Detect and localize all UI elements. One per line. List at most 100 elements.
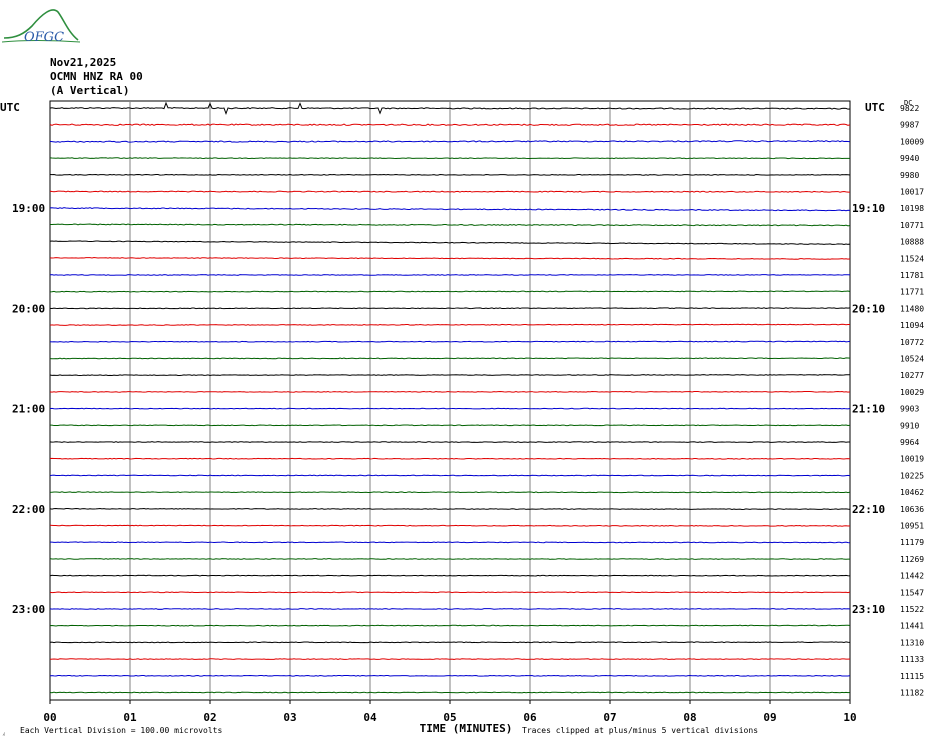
date-label: Nov21,2025 [50,56,117,69]
dc-value-label: 10009 [900,137,924,146]
x-tick-label: 04 [363,711,377,724]
seismic-trace [49,307,851,310]
dc-value-label: 9980 [900,171,919,180]
dc-header-label: DC [904,99,912,107]
seismic-trace [49,591,851,594]
right-time-label: 19:10 [852,202,885,215]
dc-value-label: 9903 [900,405,919,414]
dc-value-label: 11547 [900,588,924,597]
seismic-trace [49,674,851,677]
dc-value-label: 10225 [900,471,924,480]
dc-value-label: 11442 [900,572,924,581]
dc-value-label: 9940 [900,154,919,163]
seismic-trace [49,641,851,644]
seismic-trace [49,340,851,343]
dc-value-label: 9964 [900,438,919,447]
x-tick-label: 00 [43,711,56,724]
x-tick-label: 02 [203,711,216,724]
seismic-trace [49,374,850,377]
dc-value-label: 10772 [900,338,924,347]
dc-value-label: 11179 [900,538,924,547]
dc-value-label: 10029 [900,388,924,397]
x-tick-label: 07 [603,711,616,724]
x-axis-label: TIME (MINUTES) [420,722,513,735]
dc-value-label: 10951 [900,522,924,531]
dc-value-label: 11522 [900,605,924,614]
right-time-label: 22:10 [852,503,885,516]
seismic-trace [49,390,851,393]
seismic-trace [49,101,851,115]
hill-wave-logo-icon: OFGC [1,9,81,45]
seismic-trace [49,290,851,293]
dc-value-label: 10277 [900,371,924,380]
x-tick-label: 05 [443,711,456,724]
x-tick-label: 06 [523,711,537,724]
seismic-trace [50,424,851,427]
dc-value-label: 11524 [900,254,924,263]
seismic-trace [49,658,851,660]
seismic-trace [49,257,851,260]
right-time-label: 21:10 [852,403,885,416]
seismic-trace [49,407,851,410]
dc-value-label: 10198 [900,204,924,213]
dc-value-label: 11781 [900,271,924,280]
dc-value-label: 11269 [900,555,924,564]
right-time-label: 20:10 [852,302,885,315]
dc-value-label: 11133 [900,655,924,664]
seismic-trace [49,541,851,544]
seismic-trace [49,357,851,360]
dc-value-label: 10462 [900,488,924,497]
dc-value-label: 11441 [900,622,924,631]
dc-value-label: 10888 [900,238,924,247]
scale-marker-icon: ⁁ [2,728,5,736]
traces [49,101,851,694]
right-utc-label: UTC [865,101,885,114]
dc-value-label: 11771 [900,288,924,297]
dc-value-label: 9910 [900,421,919,430]
seismic-trace [49,274,851,276]
x-tick-label: 08 [683,711,696,724]
seismic-trace [49,491,851,494]
dc-value-label: 10771 [900,221,924,230]
x-tick-label: 09 [763,711,776,724]
dc-value-label: 10017 [900,188,924,197]
dc-value-label: 11480 [900,304,924,313]
dc-value-label: 10019 [900,455,924,464]
left-utc-label: UTC [0,101,20,114]
left-time-label: 19:00 [12,202,45,215]
left-time-label: 21:00 [12,403,45,416]
logo-text: OFGC [24,30,64,45]
x-tick-label: 10 [843,711,856,724]
station-label: OCMN HNZ RA 00 [50,70,143,83]
seismic-trace [49,207,851,212]
seismic-trace [49,507,851,510]
seismic-trace [49,223,851,227]
seismic-trace [49,558,851,560]
clip-note: Traces clipped at plus/minus 5 vertical … [522,726,758,735]
ofgc-logo: OFGC [1,4,82,50]
left-time-label: 23:00 [12,603,45,616]
dc-value-label: 10524 [900,355,924,364]
right-time-label: 23:10 [852,603,885,616]
seismic-trace [49,474,851,477]
left-time-label: 22:00 [12,503,45,516]
grid-lines [49,100,851,704]
dc-value-label: 9822 [900,104,919,113]
seismic-trace [49,323,850,326]
dc-value-label: 9987 [900,121,919,130]
dc-value-label: 10636 [900,505,924,514]
seismic-trace [49,140,851,143]
seismic-trace [49,574,851,577]
scale-note: Each Vertical Division = 100.00 microvol… [20,726,222,735]
dc-value-label: 11094 [900,321,924,330]
seismic-trace [49,457,851,460]
dc-value-label: 11115 [900,672,924,681]
component-label: (A Vertical) [50,84,130,97]
seismic-trace [49,441,851,443]
x-tick-label: 03 [283,711,296,724]
seismic-trace [49,240,851,246]
seismic-trace [49,524,851,527]
seismic-trace [49,691,851,694]
seismic-trace [49,173,851,176]
